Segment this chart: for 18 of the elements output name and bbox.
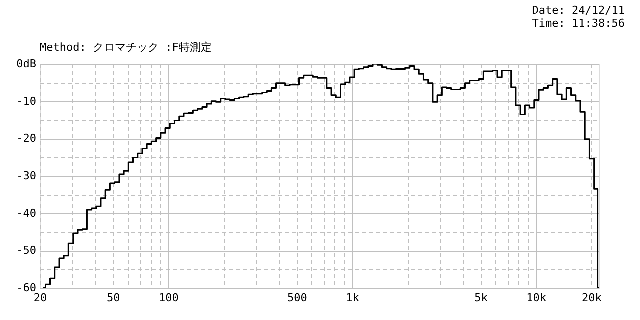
x-tick-label: 50 [107, 292, 120, 304]
x-tick-label: 500 [288, 292, 308, 304]
text: Time: 11:38:56 [532, 17, 625, 30]
y-tick-label: -20 [16, 132, 36, 146]
x-tick-label: 10k [526, 292, 547, 304]
x-tick-label: 20 [34, 292, 48, 304]
y-tick-label: -50 [16, 244, 36, 258]
x-tick-label: 20k [582, 292, 602, 304]
y-tick-label: 0dB [16, 58, 37, 70]
x-tick-label: 5k [474, 292, 488, 304]
chart-subtitle: Method: クロマチック :F特測定 [40, 41, 212, 54]
x-tick-label: 1k [346, 292, 360, 304]
y-tick-label: -10 [16, 94, 36, 108]
y-tick-label: -30 [16, 170, 36, 182]
x-tick-label: 100 [159, 292, 179, 304]
text: Date: 24/12/11 [532, 4, 625, 17]
y-tick-label: -40 [16, 206, 36, 220]
y-tick-label: -60 [16, 282, 36, 294]
